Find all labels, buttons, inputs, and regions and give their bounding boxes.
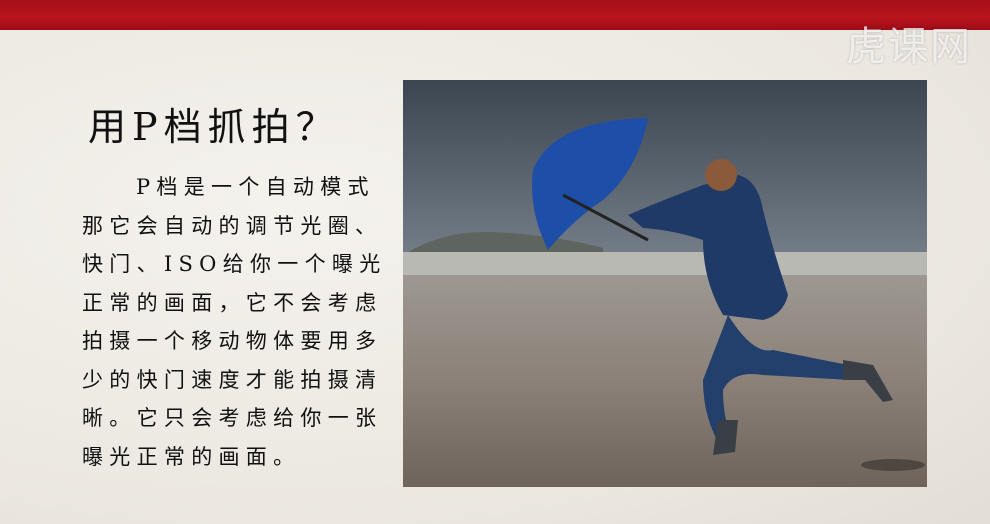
paragraph-line: 那它会自动的调节光圈、 — [82, 213, 383, 238]
paragraph-line: 少的快门速度才能拍摄清 — [82, 367, 383, 392]
paragraph-line: 正常的画面，它不会考虑 — [82, 290, 383, 315]
paragraph-line: P档是一个自动模式 — [136, 175, 375, 199]
paragraph-line: 曝光正常的画面。 — [82, 444, 301, 469]
photo — [403, 80, 927, 487]
slide-title: 用P档抓拍？ — [88, 105, 340, 149]
paragraph-line: 晰。它只会考虑给你一张 — [82, 406, 383, 430]
paragraph: P档是一个自动模式那它会自动的调节光圈、 快门、ISO给你一个曝光 正常的画面，它不… — [82, 168, 402, 476]
watermark: 虎课网 — [846, 24, 972, 70]
paragraph-line: 快门、ISO给你一个曝光 — [82, 252, 387, 276]
top-band — [0, 0, 990, 30]
paragraph-line: 拍摄一个移动物体要用多 — [82, 329, 383, 353]
